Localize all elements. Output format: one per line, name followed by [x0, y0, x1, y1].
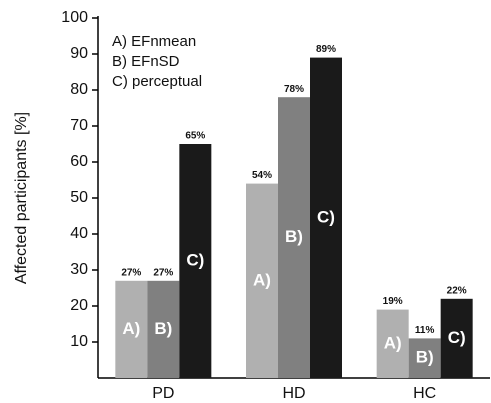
bar: [440, 298, 473, 378]
bar-label: A): [122, 319, 140, 338]
bar-label: C): [186, 250, 204, 269]
legend-entry: B) EFnSD: [112, 53, 180, 70]
bar: [115, 280, 148, 378]
y-tick-label: 80: [70, 81, 88, 98]
bar: [376, 309, 409, 378]
bar: [246, 183, 278, 378]
bar-label: A): [384, 333, 402, 352]
value-label: 54%: [252, 170, 272, 181]
bar: [147, 280, 180, 378]
y-tick-label: 20: [70, 297, 88, 314]
value-label: 89%: [316, 44, 336, 55]
value-label: 65%: [185, 131, 205, 142]
legend-entry: A) EFnmean: [112, 33, 196, 50]
y-tick-label: 90: [70, 45, 88, 62]
y-tick-label: 40: [70, 225, 88, 242]
bar-label: C): [317, 207, 335, 226]
x-tick-label: PD: [152, 385, 174, 402]
legend-entry: C) perceptual: [112, 73, 202, 90]
value-label: 11%: [415, 325, 435, 336]
value-label: 27%: [153, 267, 173, 278]
value-label: 78%: [284, 84, 304, 95]
x-tick-label: HC: [413, 385, 436, 402]
y-tick-label: 30: [70, 261, 88, 278]
bar-label: A): [253, 270, 271, 289]
y-tick-label: 10: [70, 333, 88, 350]
bar: [278, 97, 310, 378]
bar-label: B): [285, 227, 303, 246]
bar: [179, 144, 212, 378]
y-tick-label: 60: [70, 153, 88, 170]
bar: [310, 57, 342, 378]
value-label: 22%: [447, 285, 467, 296]
value-label: 19%: [383, 296, 403, 307]
y-tick-label: 100: [61, 9, 88, 26]
value-label: 27%: [121, 267, 141, 278]
y-axis-label: Affected participants [%]: [13, 112, 30, 284]
x-tick-label: HD: [282, 385, 305, 402]
y-tick-label: 70: [70, 117, 88, 134]
bar-label: B): [416, 348, 434, 367]
bar: [408, 338, 441, 378]
bar-label: C): [448, 328, 466, 347]
y-tick-label: 50: [70, 189, 88, 206]
bar-label: B): [154, 319, 172, 338]
